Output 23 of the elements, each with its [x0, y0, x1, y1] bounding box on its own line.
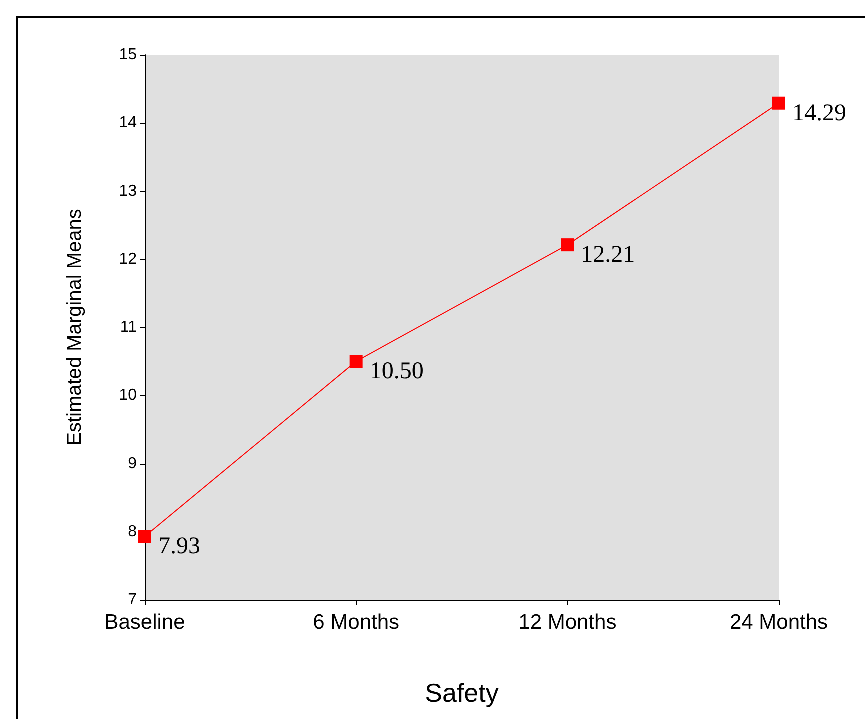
point — [138, 530, 152, 544]
y-tick-label: 15 — [119, 46, 138, 64]
point — [350, 355, 363, 368]
y-axis-title: Estimated Marginal Means — [64, 209, 86, 446]
data-label: 12.21 — [581, 242, 636, 268]
x-tick-label: 24 Months — [730, 611, 828, 634]
x-tick-label: 6 Months — [313, 611, 400, 634]
y-tick-label: 8 — [128, 523, 138, 540]
point — [772, 96, 786, 110]
y-tick-label: 7 — [128, 592, 138, 608]
point — [561, 238, 574, 252]
data-label: 10.50 — [370, 358, 424, 385]
data-label: 7.93 — [158, 534, 200, 560]
x-axis-title: Safety — [425, 678, 499, 708]
y-tick-label: 13 — [119, 182, 138, 200]
y-tick-label: 9 — [128, 455, 138, 472]
y-tick-label: 11 — [120, 319, 138, 336]
x-tick-label: Baseline — [104, 611, 186, 634]
x-tick-label: 12 Months — [518, 611, 617, 634]
y-tick-label: 10 — [119, 387, 138, 404]
y-tick-label: 12 — [119, 250, 138, 268]
y-tick-label: 14 — [119, 114, 138, 132]
data-label: 14.29 — [792, 100, 846, 126]
